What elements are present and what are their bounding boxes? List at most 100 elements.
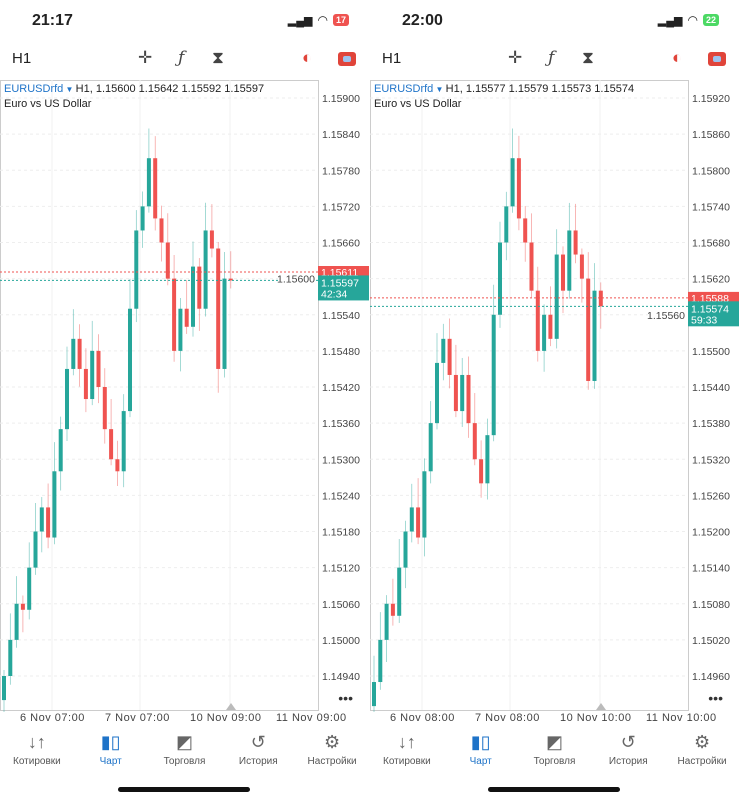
bull-candle: [567, 230, 572, 291]
nav-label: История: [608, 756, 648, 767]
nav-tab-3[interactable]: ↺ История: [593, 732, 663, 767]
candles-icon: ▮▯: [470, 732, 491, 752]
battery-icon: 17: [332, 14, 349, 26]
bull-candle: [58, 429, 63, 472]
nav-label: Настройки: [307, 756, 357, 767]
candlestick-chart[interactable]: 1.15920 1.15860 1.15800 1.15740 1.15680 1.156…: [370, 80, 739, 712]
bar-countdown: 42:34: [321, 288, 347, 300]
price-tick-label: 1.15320: [692, 454, 730, 466]
price-tick-label: 1.15800: [692, 165, 730, 177]
status-bar: ▂▄▆ ◠ 22: [658, 13, 719, 27]
one-click-trading-icon[interactable]: ◐: [672, 48, 683, 67]
crosshair-icon[interactable]: ✛: [508, 48, 523, 67]
nav-tab-0[interactable]: ↓↑ Котировки: [2, 732, 72, 767]
bull-candle: [409, 507, 414, 532]
plot-frame: [0, 80, 319, 711]
time-tick-label: 6 Nov 08:00: [390, 712, 455, 724]
bull-candle: [510, 158, 515, 207]
bull-candle: [441, 338, 446, 363]
bull-candle: [71, 338, 76, 369]
nav-tab-0[interactable]: ↓↑ Котировки: [372, 732, 442, 767]
crosshair-icon[interactable]: ✛: [138, 48, 153, 67]
bear-candle: [453, 374, 458, 412]
nav-tab-2[interactable]: ◩ Торговля: [519, 732, 589, 767]
bull-candle: [498, 242, 502, 315]
bull-candle: [422, 471, 427, 538]
bull-candle: [554, 254, 559, 339]
nav-label: Котировки: [383, 756, 431, 767]
indicators-icon[interactable]: ƒ: [548, 48, 555, 68]
bull-candle: [39, 507, 44, 532]
trade-chart-icon: ◩: [545, 732, 563, 752]
bull-candle: [428, 423, 433, 472]
price-tick-label: 1.15920: [692, 93, 730, 105]
price-tick-label: 1.15860: [692, 129, 730, 141]
nav-label: Торговля: [533, 756, 576, 767]
nav-tab-1[interactable]: ▮▯ Чарт: [76, 732, 146, 767]
wifi-icon: ◠: [687, 13, 698, 27]
nav-tab-3[interactable]: ↺ История: [223, 732, 293, 767]
symbol-selector[interactable]: EURUSDrfd: [4, 83, 64, 95]
timeframe-button[interactable]: H1: [12, 50, 32, 67]
bull-candle: [121, 411, 126, 472]
bear-candle: [153, 158, 158, 219]
signal-icon: ▂▄▆: [287, 14, 313, 27]
bull-candle: [191, 266, 195, 327]
status-time: 21:17: [32, 12, 73, 29]
bull-candle: [504, 206, 509, 243]
bear-candle: [535, 290, 540, 351]
bull-candle: [384, 603, 389, 640]
time-tick-label: 10 Nov 10:00: [560, 712, 632, 724]
price-tick-label: 1.14940: [322, 671, 360, 683]
bear-candle: [579, 254, 584, 279]
indicators-icon[interactable]: ƒ: [178, 48, 185, 68]
time-tick-label: 6 Nov 07:00: [20, 712, 85, 724]
price-tick-label: 1.15620: [692, 274, 730, 286]
nav-label: Чарт: [99, 756, 122, 767]
timeframe-button[interactable]: H1: [382, 50, 402, 67]
time-tick-label: 11 Nov 10:00: [646, 712, 717, 724]
bear-candle: [390, 603, 395, 616]
bear-candle: [172, 278, 177, 351]
more-options-icon[interactable]: •••: [338, 690, 353, 706]
nav-tab-2[interactable]: ◩ Торговля: [149, 732, 219, 767]
chart-screen-right: 22:00 ▂▄▆ ◠ 22 H1 ✛ ƒ ⧗ ◐ EURUSDrfd ▼ H1…: [370, 0, 739, 800]
price-tick-label: 1.15000: [322, 635, 360, 647]
candlestick-chart[interactable]: 1.15900 1.15840 1.15780 1.15720 1.15660 1.156…: [0, 80, 369, 712]
nav-tab-1[interactable]: ▮▯ Чарт: [446, 732, 516, 767]
bull-candle: [222, 278, 227, 369]
price-tick-label: 1.15740: [692, 201, 730, 213]
bear-candle: [529, 242, 534, 291]
settings-gear-icon: ⚙: [324, 732, 341, 752]
bull-candle: [460, 374, 465, 412]
one-click-trading-icon[interactable]: ◐: [302, 48, 313, 67]
new-order-icon[interactable]: [338, 52, 356, 66]
nav-tab-4[interactable]: ⚙ Настройки: [297, 732, 367, 767]
battery-icon: 22: [702, 14, 719, 26]
nav-label: История: [238, 756, 278, 767]
symbol-selector[interactable]: EURUSDrfd: [374, 83, 434, 95]
time-tick-label: 7 Nov 07:00: [105, 712, 170, 724]
current-bar-marker: [596, 703, 606, 710]
objects-icon[interactable]: ⧗: [212, 48, 224, 67]
bull-candle: [542, 314, 547, 351]
nav-tab-4[interactable]: ⚙ Настройки: [667, 732, 737, 767]
home-indicator: [118, 787, 250, 792]
bid-price-label: 1.15574: [691, 303, 729, 315]
bear-candle: [598, 290, 603, 307]
bull-candle: [128, 308, 132, 412]
price-tick-label: 1.15560: [647, 310, 685, 322]
nav-label: Торговля: [163, 756, 206, 767]
bear-candle: [523, 218, 528, 243]
time-axis: 6 Nov 08:00 7 Nov 08:00 10 Nov 10:00 11 Nov…: [370, 712, 739, 728]
ask-price-badge: [688, 291, 739, 303]
bull-candle: [178, 308, 183, 351]
bear-candle: [466, 374, 471, 424]
new-order-icon[interactable]: [708, 52, 726, 66]
more-options-icon[interactable]: •••: [708, 690, 723, 706]
ohlc-values: H1, 1.15577 1.15579 1.15573 1.15574: [445, 83, 635, 95]
bear-candle: [479, 459, 484, 484]
objects-icon[interactable]: ⧗: [582, 48, 594, 67]
bull-candle: [27, 567, 32, 610]
bull-candle: [2, 676, 6, 701]
